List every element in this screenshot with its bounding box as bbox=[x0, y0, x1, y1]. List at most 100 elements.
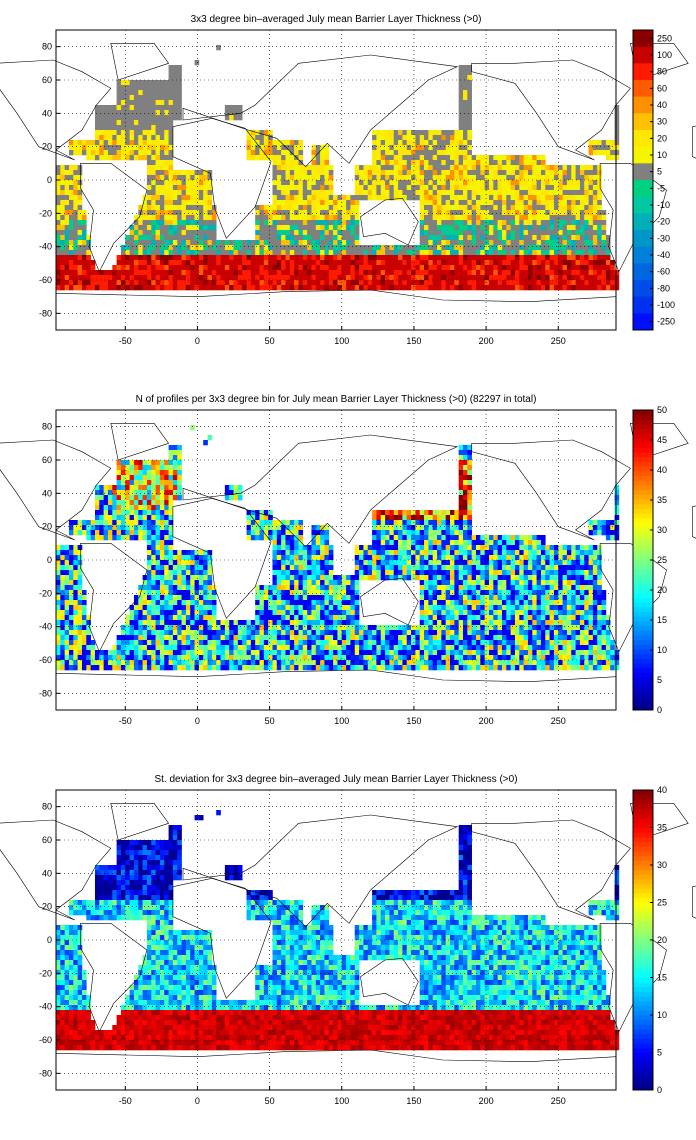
heatmap-cell bbox=[588, 165, 594, 171]
heatmap-cell bbox=[229, 485, 234, 491]
heatmap-cell bbox=[185, 245, 191, 251]
heatmap-cell bbox=[263, 520, 269, 526]
heatmap-cell bbox=[467, 270, 472, 276]
heatmap-cell bbox=[601, 145, 607, 151]
heatmap-cell bbox=[81, 265, 87, 271]
heatmap-cell bbox=[164, 225, 169, 231]
heatmap-cell bbox=[411, 280, 416, 286]
heatmap-cell bbox=[60, 560, 65, 566]
heatmap-cell bbox=[445, 275, 451, 281]
heatmap-cell bbox=[566, 185, 572, 191]
heatmap-cell bbox=[68, 145, 74, 151]
heatmap-cell bbox=[497, 580, 503, 586]
heatmap-cell bbox=[73, 180, 78, 186]
heatmap-cell bbox=[268, 275, 273, 281]
heatmap-cell bbox=[146, 180, 152, 186]
heatmap-cell bbox=[107, 525, 113, 531]
heatmap-cell bbox=[385, 285, 390, 291]
heatmap-cell bbox=[190, 210, 195, 216]
heatmap-cell bbox=[411, 550, 416, 556]
heatmap-cell bbox=[181, 560, 187, 566]
heatmap-cell bbox=[601, 530, 607, 536]
heatmap-cell bbox=[272, 215, 278, 221]
heatmap-cell bbox=[168, 570, 174, 576]
heatmap-cell bbox=[99, 515, 104, 521]
heatmap-cell bbox=[324, 275, 330, 281]
heatmap-cell bbox=[441, 205, 446, 211]
heatmap-cell bbox=[532, 270, 537, 276]
heatmap-cell bbox=[276, 260, 282, 266]
heatmap-cell bbox=[203, 245, 208, 251]
heatmap-cell bbox=[155, 560, 161, 566]
heatmap-cell bbox=[419, 585, 425, 591]
heatmap-cell bbox=[463, 540, 468, 546]
heatmap-cell bbox=[372, 245, 377, 251]
heatmap-cell bbox=[463, 275, 468, 281]
heatmap-cell bbox=[545, 550, 550, 556]
heatmap-cell bbox=[276, 255, 282, 261]
heatmap-cell bbox=[597, 260, 602, 266]
heatmap-cell bbox=[437, 590, 442, 596]
heatmap-cell bbox=[302, 285, 308, 291]
heatmap-cell bbox=[285, 525, 291, 531]
heatmap-cell bbox=[68, 520, 74, 526]
heatmap-cell bbox=[597, 265, 602, 271]
heatmap-cell bbox=[99, 535, 104, 541]
heatmap-cell bbox=[536, 200, 542, 206]
heatmap-cell bbox=[519, 175, 524, 181]
heatmap-cell bbox=[181, 555, 187, 561]
heatmap-cell bbox=[488, 230, 494, 236]
heatmap-cell bbox=[120, 495, 126, 501]
heatmap-cell bbox=[77, 215, 83, 221]
heatmap-cell bbox=[112, 535, 117, 541]
heatmap-cell bbox=[471, 255, 477, 261]
heatmap-cell bbox=[94, 130, 100, 136]
heatmap-cell bbox=[142, 130, 148, 136]
heatmap-cell bbox=[454, 525, 459, 531]
heatmap-cell bbox=[307, 590, 312, 596]
heatmap-cell bbox=[540, 235, 546, 241]
heatmap-cell bbox=[190, 425, 195, 431]
heatmap-cell bbox=[289, 535, 295, 541]
heatmap-cell bbox=[120, 280, 126, 286]
heatmap-cell bbox=[289, 225, 295, 231]
heatmap-cell bbox=[250, 260, 256, 266]
chart-panel-1: -50 0 50 100 150 200 250806040200-20-40-60-803… bbox=[0, 14, 696, 346]
heatmap-cell bbox=[480, 220, 485, 226]
heatmap-cell bbox=[350, 575, 356, 581]
heatmap-cell bbox=[506, 265, 511, 271]
heatmap-cell bbox=[558, 560, 563, 566]
heatmap-cell bbox=[64, 585, 70, 591]
heatmap-cell bbox=[289, 585, 295, 591]
heatmap-cell bbox=[592, 165, 598, 171]
heatmap-cell bbox=[151, 175, 156, 181]
heatmap-cell bbox=[194, 575, 200, 581]
heatmap-cell bbox=[177, 495, 182, 501]
heatmap-cell bbox=[125, 80, 130, 86]
heatmap-cell bbox=[268, 145, 273, 151]
heatmap-cell bbox=[536, 215, 542, 221]
heatmap-cell bbox=[164, 90, 169, 96]
heatmap-cell bbox=[151, 155, 156, 161]
heatmap-cell bbox=[64, 580, 70, 586]
heatmap-cell bbox=[233, 250, 239, 256]
heatmap-cell bbox=[445, 160, 451, 166]
heatmap-cell bbox=[532, 160, 537, 166]
heatmap-cell bbox=[181, 590, 187, 596]
heatmap-cell bbox=[424, 255, 429, 261]
heatmap-cell bbox=[328, 585, 334, 591]
heatmap-cell bbox=[597, 525, 602, 531]
heatmap-cell bbox=[532, 555, 537, 561]
heatmap-cell bbox=[553, 285, 559, 291]
heatmap-cell bbox=[294, 530, 299, 536]
heatmap-cell bbox=[406, 255, 412, 261]
heatmap-cell bbox=[168, 280, 174, 286]
heatmap-cell bbox=[398, 545, 403, 551]
heatmap-cell bbox=[398, 540, 403, 546]
heatmap-cell bbox=[99, 510, 104, 516]
heatmap-cell bbox=[172, 250, 178, 256]
heatmap-cell bbox=[346, 265, 351, 271]
heatmap-cell bbox=[614, 535, 620, 541]
heatmap-cell bbox=[540, 580, 546, 586]
heatmap-cell bbox=[146, 200, 152, 206]
